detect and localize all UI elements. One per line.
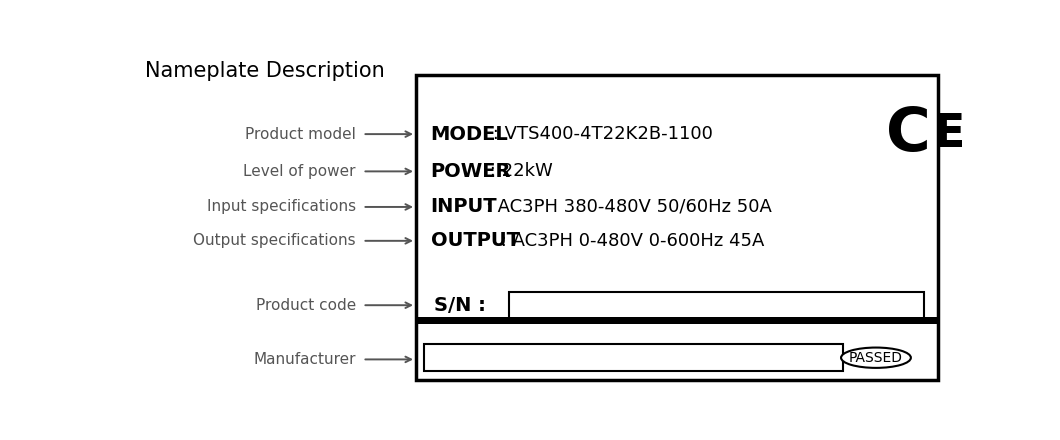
Text: S/N :: S/N : bbox=[434, 296, 485, 315]
Text: Nameplate Description: Nameplate Description bbox=[145, 61, 385, 81]
Text: OUTPUT: OUTPUT bbox=[430, 231, 519, 250]
Text: MODEL: MODEL bbox=[430, 125, 509, 143]
Text: : AC3PH 0-480V 0-600Hz 45A: : AC3PH 0-480V 0-600Hz 45A bbox=[495, 232, 764, 250]
Bar bbox=[416, 75, 937, 380]
Text: Manufacturer: Manufacturer bbox=[253, 352, 356, 367]
Text: Input specifications: Input specifications bbox=[207, 199, 356, 214]
Text: Product model: Product model bbox=[245, 127, 356, 142]
Text: E: E bbox=[934, 112, 965, 157]
Text: PASSED: PASSED bbox=[849, 351, 903, 365]
Text: C: C bbox=[886, 105, 931, 164]
Text: Product code: Product code bbox=[255, 298, 356, 313]
Bar bbox=[416, 317, 937, 324]
Text: POWER: POWER bbox=[430, 162, 511, 181]
Text: Level of power: Level of power bbox=[244, 164, 356, 179]
Ellipse shape bbox=[841, 348, 911, 368]
Bar bbox=[424, 344, 843, 371]
Text: : 22kW: : 22kW bbox=[484, 162, 553, 180]
Text: : VTS400-4T22K2B-1100: : VTS400-4T22K2B-1100 bbox=[487, 125, 712, 143]
Bar bbox=[509, 292, 923, 319]
Text: Output specifications: Output specifications bbox=[193, 233, 356, 248]
Text: : AC3PH 380-480V 50/60Hz 50A: : AC3PH 380-480V 50/60Hz 50A bbox=[480, 198, 772, 216]
Text: INPUT: INPUT bbox=[430, 198, 497, 216]
